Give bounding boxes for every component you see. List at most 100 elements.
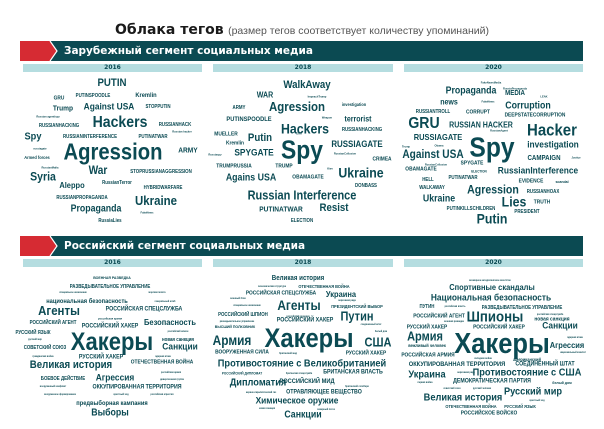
- tag-word: Putin: [476, 210, 508, 227]
- tag-word: ОТЕЧЕСТВЕННАЯ ВОЙНА: [298, 283, 350, 289]
- tag-word: Агенты: [277, 297, 321, 313]
- tag-word: Национальная безопасность: [430, 292, 552, 304]
- tag-word: terrorist: [344, 114, 372, 124]
- tag-word: Путин: [340, 309, 374, 324]
- tag-word: российская армия: [97, 316, 123, 321]
- tag-word: белый дом: [374, 329, 388, 333]
- tag-word: PUTIN: [97, 77, 127, 90]
- tag-word: Against USA: [402, 148, 464, 161]
- tag-word: Agression: [467, 182, 519, 197]
- section-title: Зарубежный сегмент социальных медиа: [64, 45, 313, 57]
- tag-word: Агенты: [38, 303, 80, 319]
- tag-word: FakeNews: [481, 99, 495, 104]
- tag-word: PUTINSPOODLE: [75, 92, 111, 99]
- tag-word: Agression: [63, 138, 163, 165]
- tag-word: Санкции: [284, 409, 322, 421]
- tag-word: RussianAgent: [490, 128, 508, 133]
- tag-word: РОССИЙСКИЙ ХАКЕР: [276, 317, 334, 324]
- tag-word: RUSSIANTROLL: [415, 108, 451, 115]
- tag-word: SPYGATE: [460, 160, 484, 167]
- tag-word: STOPRUSSIANAGGRESSION: [130, 168, 192, 175]
- year-header-2016: 2016: [23, 64, 202, 72]
- tag-word: специальное назначение: [59, 290, 87, 294]
- tag-word: CORRUPT: [466, 109, 490, 116]
- tag-word: RussianInterference: [497, 165, 579, 177]
- tag-word: РОССИЙСКИЙ ШПИОН: [218, 311, 268, 318]
- chevron-arrow-icon: [20, 236, 58, 256]
- tag-word: RussianTerror: [102, 179, 132, 186]
- tag-word: Spy: [469, 131, 515, 163]
- tag-word: Противостояние с Великобританией: [217, 357, 387, 370]
- tag-word: Trump: [401, 144, 411, 149]
- tag-word: РОССИЙСКИЙ ДИПЛОМАТ: [221, 371, 263, 376]
- tag-word: Ukraine: [135, 193, 177, 209]
- tag-word: scandal: [555, 179, 569, 185]
- tag-word: PUTINKILLSCHILDREN: [446, 205, 496, 212]
- tag-word: Putin: [247, 132, 273, 145]
- tag-word: Хакеры: [454, 327, 550, 360]
- tag-word: верховная рада: [457, 370, 475, 374]
- tag-word: OBAMAGATE: [405, 166, 437, 173]
- tag-word: RUSSIANHACK: [158, 121, 192, 128]
- tag-word: нервно-паралитический газ: [245, 390, 277, 394]
- tag-word: Agains USA: [225, 172, 277, 184]
- tag-word: российский шпион: [167, 329, 189, 333]
- title-subtitle: (размер тегов соответствует количеству у…: [228, 25, 489, 37]
- tag-word: морская пехота: [148, 290, 166, 294]
- tag-word: Шпионы: [466, 308, 524, 326]
- tag-word: Against USA: [83, 101, 135, 113]
- tag-word: Trump: [52, 103, 74, 113]
- tag-word: военная разведка: [444, 319, 464, 323]
- tag-word: ELECTION: [290, 217, 314, 224]
- tag-word: РУССКИЙ ЯЗЫК: [504, 403, 536, 409]
- tag-word: британская спецслужба: [285, 371, 313, 375]
- tag-word: PUTINATWAR: [138, 133, 168, 140]
- tag-word: РОССИЙСКИЙ АГЕНТ: [29, 319, 77, 326]
- tag-word: РУССКИЙ ЯЗЫК: [15, 329, 51, 336]
- tag-word: Русский мир: [503, 385, 563, 398]
- tag-word: GRU: [53, 95, 65, 102]
- tag-word: СОЕДИНЕННЫЙ ШТАТ: [515, 361, 575, 368]
- tag-word: ImpeachTrump: [307, 94, 327, 99]
- tag-word: RUSSIANINTERFERENCE: [62, 133, 118, 140]
- tag-word: вооруженное формирование: [44, 392, 76, 396]
- tag-word: Propaganda: [70, 203, 122, 215]
- tag-word: Resist: [319, 202, 349, 215]
- tag-word: investigation: [341, 101, 367, 107]
- tag-word: экономическая структура: [257, 284, 287, 288]
- tag-word: WALKAWAY: [419, 184, 445, 191]
- tag-word: SPYGATE: [234, 147, 274, 159]
- year-header-2018: 2018: [213, 259, 393, 267]
- tag-word: новая санкция: [161, 336, 195, 343]
- tag-word: Justice: [571, 155, 581, 160]
- tag-word: DEEPSTATECORRUPTION: [504, 112, 566, 119]
- tag-word: RUSSIANHACKING: [38, 122, 80, 129]
- tag-word: ПУТИН: [419, 303, 435, 310]
- tag-word: ВЫСШИЙ ПОЛКОВНИК: [214, 324, 256, 330]
- tag-word: RUSSIAGATE: [331, 138, 383, 149]
- tag-word: Kremlin: [135, 92, 157, 100]
- tag-word: PUTINATWAR: [259, 204, 303, 214]
- tag-word: HELL: [422, 176, 434, 183]
- tag-word: первая война: [417, 380, 433, 384]
- tag-word: разведывательное управление: [219, 319, 255, 323]
- tag-word: Агрессия: [549, 340, 585, 351]
- tag-word: СОВЕТСКИЙ СОЮЗ: [23, 344, 67, 351]
- tag-word: ВООРУЖЕННАЯ СИЛА: [215, 349, 269, 356]
- tag-word: РУССКИЙ ХАКЕР: [406, 324, 448, 331]
- tag-word: Obama: [434, 143, 444, 148]
- tag-word: TRUTH: [533, 199, 551, 206]
- tag-word: РОССИЙСКИЙ ХАКЕР: [81, 323, 139, 330]
- tag-word: MEDIA: [505, 89, 525, 97]
- tag-word: Противостояние с США: [472, 366, 582, 379]
- tag-word: ARMY: [178, 145, 198, 155]
- tag-word: РОССИЙСКИЙ АГЕНТ: [413, 313, 465, 320]
- section-title: Российский сегмент социальных медиа: [64, 240, 306, 252]
- tag-word: ОТЕЧЕСТВЕННАЯ ВОЙНА: [130, 359, 194, 366]
- tag-word: GRU: [296, 131, 302, 136]
- year-header-2016: 2016: [23, 259, 202, 267]
- tag-word: Санкции: [162, 341, 198, 353]
- tag-word: США: [364, 335, 392, 350]
- tag-word: Армия: [212, 332, 252, 348]
- tag-word: Ukraine: [422, 193, 456, 205]
